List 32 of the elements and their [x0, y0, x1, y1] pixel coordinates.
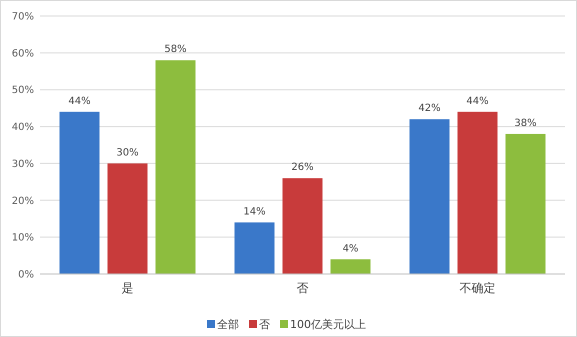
y-tick-label: 20%: [12, 196, 34, 207]
y-tick-label: 40%: [12, 122, 34, 134]
bar: [282, 178, 322, 274]
y-tick-label: 50%: [12, 85, 34, 96]
y-tick-label: 60%: [12, 48, 34, 60]
data-label: 44%: [466, 96, 489, 107]
bar: [330, 259, 370, 274]
data-label: 42%: [418, 103, 441, 114]
y-tick-label: 30%: [12, 158, 34, 170]
legend-label: 否: [259, 318, 270, 331]
x-tick-label: 是: [122, 281, 134, 295]
y-tick-label: 10%: [12, 232, 34, 244]
data-label: 58%: [164, 44, 187, 56]
y-tick-label: 0%: [18, 270, 34, 280]
bar: [410, 119, 450, 274]
legend-label: 100亿美元以上: [290, 318, 366, 331]
data-label: 14%: [243, 206, 266, 218]
data-label: 44%: [68, 96, 91, 107]
bar: [108, 163, 148, 274]
y-tick-label: 70%: [12, 12, 34, 22]
bar: [60, 112, 100, 274]
data-label: 4%: [342, 243, 358, 254]
x-tick-label: 不确定: [460, 281, 496, 295]
data-label: 38%: [514, 118, 537, 129]
bar: [156, 60, 196, 274]
data-label: 30%: [116, 147, 139, 158]
bar: [506, 134, 546, 274]
legend-label: 全部: [217, 318, 239, 331]
bar: [234, 222, 274, 274]
x-tick-label: 否: [296, 281, 308, 295]
data-label: 26%: [291, 162, 314, 174]
bar: [458, 112, 498, 274]
